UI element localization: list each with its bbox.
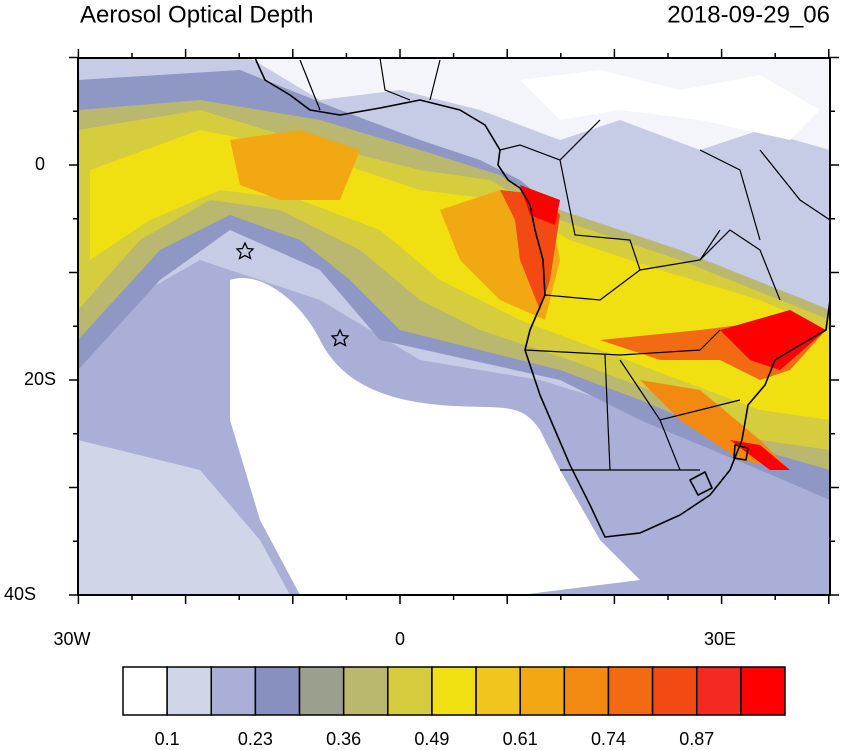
- colorbar-label: 0.87: [679, 729, 714, 749]
- lon-label: 30W: [53, 629, 90, 649]
- colorbar-box: [122, 666, 168, 716]
- lat-label: 20S: [24, 369, 56, 389]
- title: Aerosol Optical Depth: [80, 1, 313, 28]
- station-markers: [235, 241, 350, 347]
- colorbar-label: 0.36: [326, 729, 361, 749]
- colorbar-box: [563, 666, 610, 716]
- colorbar-box: [387, 666, 433, 716]
- time-stamp: 2018-09-29_06: [667, 1, 830, 28]
- colorbar-box: [695, 666, 742, 716]
- frame-ticks: [69, 49, 839, 604]
- colorbar: 0.1 0.23 0.36 0.49 0.61 0.74 0.87: [122, 666, 786, 749]
- lon-label: 30E: [704, 629, 736, 649]
- colorbar-box: [298, 666, 345, 716]
- aod-field: [78, 58, 830, 595]
- colorbar-label: 0.23: [238, 729, 273, 749]
- colorbar-label: 0.61: [503, 729, 538, 749]
- lat-label: 40S: [4, 584, 36, 604]
- colorbar-label: 0.74: [591, 729, 626, 749]
- colorbar-label: 0.1: [155, 729, 180, 749]
- lat-label: 0: [35, 154, 45, 174]
- colorbar-box: [254, 666, 301, 716]
- colorbar-box: [519, 666, 566, 716]
- colorbar-box: [740, 666, 786, 716]
- colorbar-box: [342, 666, 389, 716]
- colorbar-box: [166, 666, 213, 716]
- colorbar-box: [475, 666, 521, 716]
- colorbar-label: 0.49: [414, 729, 449, 749]
- colorbar-box: [607, 666, 654, 716]
- lon-label: 0: [395, 629, 405, 649]
- colorbar-box: [431, 666, 477, 716]
- colorbar-box: [651, 666, 698, 716]
- colorbar-box: [210, 666, 257, 716]
- coastlines: [254, 58, 830, 538]
